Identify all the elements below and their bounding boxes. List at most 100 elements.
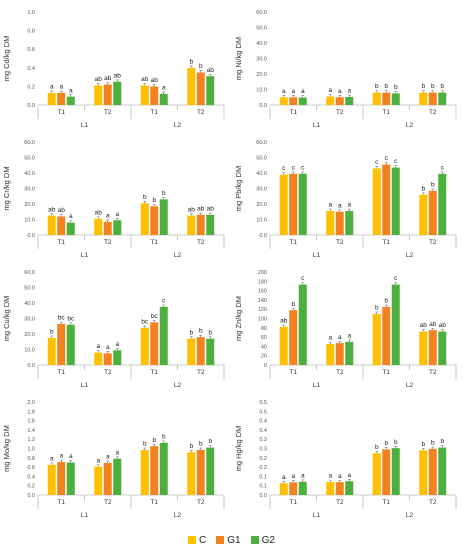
- y-tick-label: 0.2: [259, 465, 267, 471]
- significance-letter: b: [162, 190, 166, 197]
- bar-c: [141, 203, 149, 235]
- bar-g2: [345, 97, 353, 105]
- significance-letter: a: [301, 88, 305, 95]
- bar-g2: [206, 448, 214, 495]
- bar-c: [94, 219, 102, 235]
- significance-letter: b: [291, 301, 295, 308]
- bar-g1: [429, 449, 437, 495]
- y-tick-label: 40.0: [24, 171, 35, 177]
- bar-c: [187, 339, 195, 365]
- y-tick-label: 80: [261, 326, 267, 332]
- significance-letter: a: [301, 472, 305, 479]
- significance-letter: b: [208, 329, 212, 336]
- y-tick-label: 0.0: [259, 233, 267, 239]
- legend-swatch-g1: [216, 536, 224, 544]
- bar-g2: [67, 325, 75, 365]
- y-tick-label: 60.0: [256, 140, 267, 146]
- significance-letter: c: [394, 275, 398, 282]
- y-tick-label: 0.0: [27, 233, 35, 239]
- chart-panel: 0.0 0.2 0.4 0.6 0.8 1.0 1.2 1.4 1.6 1.8 2.0 mg Mo/k…: [2, 400, 224, 519]
- significance-letter: bc: [151, 313, 159, 320]
- y-axis-label: mg Cd/kg DM: [2, 36, 11, 82]
- x-tick-label: T1: [150, 239, 158, 246]
- bar-c: [326, 482, 334, 495]
- bar-g2: [113, 82, 121, 105]
- significance-letter: b: [384, 298, 388, 305]
- y-tick-label: 0.4: [259, 428, 267, 434]
- bar-c: [48, 338, 56, 365]
- x-tick-label: T1: [382, 239, 390, 246]
- legend-swatch-g2: [251, 536, 259, 544]
- y-tick-label: 0.0: [27, 493, 35, 499]
- significance-letter: a: [291, 473, 295, 480]
- bar-g1: [336, 212, 344, 235]
- y-tick-label: 30.0: [256, 57, 267, 63]
- x-tick-label: T2: [104, 499, 112, 506]
- bar-g2: [113, 459, 121, 495]
- bar-g1: [382, 307, 390, 365]
- y-tick-label: 160: [258, 289, 267, 295]
- y-tick-label: 1.6: [27, 419, 35, 425]
- group-label: L1: [313, 512, 321, 519]
- significance-letter: a: [96, 343, 100, 350]
- x-tick-label: T1: [289, 369, 297, 376]
- y-tick-label: 30.0: [24, 187, 35, 193]
- significance-letter: b: [384, 440, 388, 447]
- bar-c: [187, 68, 195, 105]
- y-tick-label: 180: [258, 279, 267, 285]
- legend-label-g1: G1: [227, 535, 240, 546]
- y-tick-label: 140: [258, 298, 267, 304]
- legend-swatch-c: [188, 536, 196, 544]
- x-tick-label: T1: [150, 499, 158, 506]
- significance-letter: b: [199, 63, 203, 70]
- bar-g1: [104, 463, 112, 495]
- x-tick-label: T1: [57, 499, 65, 506]
- bar-g1: [336, 97, 344, 105]
- group-label: L1: [81, 382, 89, 389]
- bar-g1: [429, 191, 437, 235]
- bar-c: [373, 453, 381, 495]
- significance-letter: a: [69, 87, 73, 94]
- bar-g1: [289, 97, 297, 105]
- bar-c: [280, 97, 288, 105]
- bar-c: [326, 344, 334, 365]
- significance-letter: ab: [95, 209, 103, 216]
- bar-c: [141, 85, 149, 105]
- x-tick-label: T2: [336, 369, 344, 376]
- bar-c: [94, 85, 102, 105]
- significance-letter: b: [421, 83, 425, 90]
- chart-panel: 0.0 0.1 0.1 0.2 0.2 0.3 0.3 0.4 0.4 0.5 0.5 mg Hg/k…: [234, 400, 456, 519]
- bar-g1: [289, 174, 297, 235]
- significance-letter: ab: [280, 318, 288, 325]
- bar-g1: [197, 72, 205, 105]
- significance-letter: a: [69, 213, 73, 220]
- group-label: L1: [81, 252, 89, 259]
- bar-g1: [289, 482, 297, 495]
- x-tick-label: T2: [197, 239, 205, 246]
- bar-g2: [345, 481, 353, 495]
- y-tick-label: 40.0: [256, 41, 267, 47]
- y-tick-label: 1.8: [27, 409, 35, 415]
- significance-letter: b: [162, 434, 166, 441]
- y-tick-label: 10.0: [256, 218, 267, 224]
- x-tick-label: T2: [104, 369, 112, 376]
- bar-g1: [382, 93, 390, 105]
- significance-letter: a: [328, 473, 332, 480]
- x-tick-label: T2: [197, 499, 205, 506]
- bar-c: [141, 450, 149, 495]
- x-tick-label: T2: [429, 109, 437, 116]
- x-tick-label: T1: [382, 369, 390, 376]
- bar-c: [326, 96, 334, 105]
- y-tick-label: 60.0: [24, 270, 35, 276]
- significance-letter: a: [50, 84, 54, 91]
- significance-letter: c: [162, 298, 166, 305]
- bar-g2: [345, 211, 353, 235]
- significance-letter: b: [143, 194, 147, 201]
- significance-letter: b: [375, 304, 379, 311]
- significance-letter: b: [208, 438, 212, 445]
- bar-c: [419, 195, 427, 235]
- significance-letter: a: [96, 457, 100, 464]
- bar-c: [94, 353, 102, 365]
- y-tick-label: 40.0: [256, 171, 267, 177]
